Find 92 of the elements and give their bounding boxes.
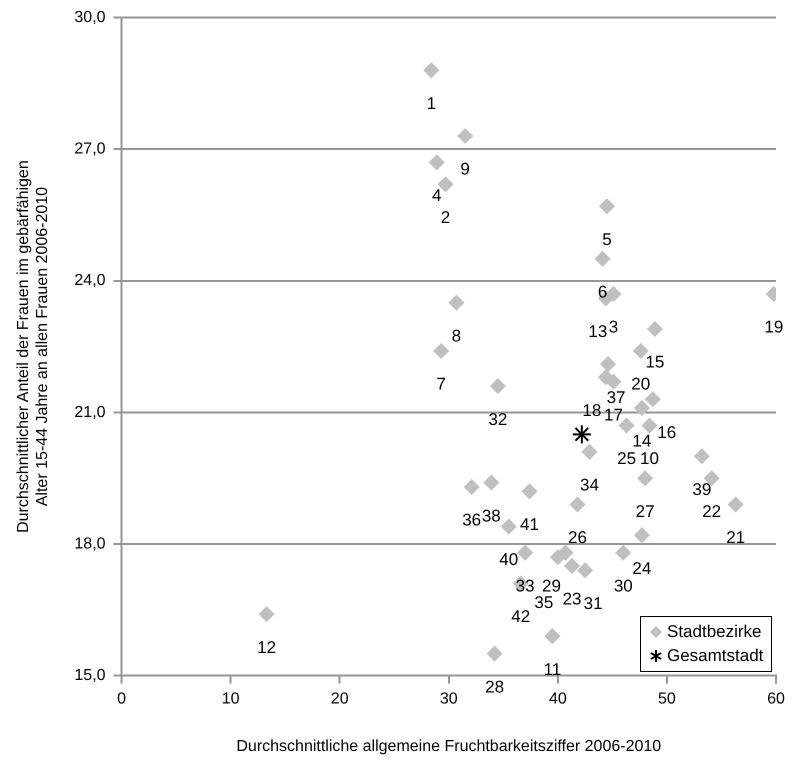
- point: [423, 62, 440, 78]
- point: [600, 356, 616, 372]
- annotation: 34: [580, 476, 599, 495]
- point: [581, 444, 598, 460]
- point: [615, 544, 632, 561]
- annotation: 37: [606, 388, 626, 407]
- point: [646, 321, 663, 338]
- y-axis-title: Durchschnittlicher Anteil der Frauen im gebärfähigen Alter 15-44 Jahre an allen Frauen 2006-2010: [15, 160, 52, 533]
- x-tick-label: 50: [658, 690, 676, 708]
- x-tick-label: 60: [767, 690, 785, 708]
- annotation: 2: [440, 208, 450, 227]
- y-tick-label: 21,0: [74, 404, 106, 421]
- annotation: 19: [764, 318, 784, 337]
- point: [644, 391, 661, 408]
- annotation: 21: [726, 528, 746, 548]
- annotation: 32: [488, 410, 508, 429]
- point: [637, 470, 654, 486]
- annotation: 5: [602, 230, 612, 249]
- point: [483, 474, 500, 491]
- annotation: 15: [645, 352, 664, 372]
- y-tick-label: 30,0: [74, 9, 106, 26]
- annotation: 16: [657, 422, 676, 442]
- annotation: 1: [426, 94, 436, 113]
- x-axis-title: Durchschnittliche allgemeine Fruchtbarkeitsziffer 2006-2010: [236, 738, 662, 755]
- annotation: 26: [568, 528, 587, 548]
- point: [598, 369, 614, 386]
- legend-label: Stadtbezirke: [667, 620, 762, 643]
- x-tick-label: 0: [117, 690, 126, 708]
- point: [634, 400, 650, 416]
- point: [569, 496, 586, 513]
- legend-label: Gesamtstadt: [667, 644, 764, 667]
- annotation: 30: [614, 576, 633, 596]
- x-tick-label: 10: [222, 690, 240, 708]
- annotation: 35: [534, 592, 554, 612]
- annotation: 8: [452, 326, 462, 346]
- point: [428, 154, 445, 170]
- annotation: 22: [702, 502, 722, 521]
- point: [521, 483, 538, 500]
- point: [457, 128, 474, 144]
- annotation: 11: [544, 660, 562, 679]
- annotation: 38: [482, 506, 501, 526]
- annotation: 31: [584, 594, 603, 614]
- annotation: 7: [436, 374, 446, 394]
- annotation: 9: [460, 160, 470, 179]
- y-tick-label: 15,0: [74, 667, 106, 684]
- annotation: 18: [582, 400, 602, 420]
- point: [594, 250, 611, 267]
- point: [486, 646, 503, 662]
- point: [464, 478, 480, 495]
- y-tick-label: 18,0: [74, 535, 106, 552]
- annotation: 17: [604, 405, 623, 424]
- annotation: 36: [462, 510, 482, 530]
- annotation: 29: [542, 576, 561, 596]
- point: [258, 606, 275, 622]
- x-tick-label: 20: [330, 690, 349, 708]
- annotation: 27: [636, 502, 655, 521]
- y-tick-label: 24,0: [74, 272, 106, 290]
- annotation: 4: [432, 186, 442, 206]
- annotation: 39: [692, 480, 712, 499]
- x-tick-label: 30: [440, 690, 458, 708]
- annotation: 6: [598, 282, 608, 302]
- annotation: 23: [562, 590, 582, 609]
- annotation: 42: [511, 607, 530, 626]
- x-tick-label: 40: [548, 690, 567, 708]
- annotation: 28: [485, 677, 504, 696]
- point: [448, 294, 464, 311]
- point: [598, 198, 615, 214]
- annotation: 24: [632, 558, 652, 578]
- point: [433, 342, 450, 359]
- annotation: 14: [632, 432, 652, 451]
- point: [694, 448, 710, 464]
- point: [550, 549, 566, 566]
- annotation: 20: [631, 374, 650, 394]
- point: [500, 518, 517, 534]
- annotation: 25: [617, 449, 636, 468]
- y-tick-label: 27,0: [74, 140, 106, 158]
- annotation: 33: [516, 576, 535, 596]
- annotation: 3: [608, 318, 618, 337]
- annotation: 13: [588, 322, 608, 342]
- point: [572, 424, 592, 444]
- annotation: 10: [640, 449, 659, 468]
- point: [564, 558, 580, 574]
- point: [577, 562, 594, 578]
- point: [634, 527, 650, 544]
- annotation: 12: [257, 638, 276, 657]
- point: [517, 544, 534, 561]
- point: [728, 496, 744, 513]
- annotation: 41: [520, 515, 539, 534]
- point: [641, 418, 658, 434]
- annotation: 40: [499, 550, 518, 570]
- point: [544, 628, 560, 644]
- point: [490, 378, 506, 394]
